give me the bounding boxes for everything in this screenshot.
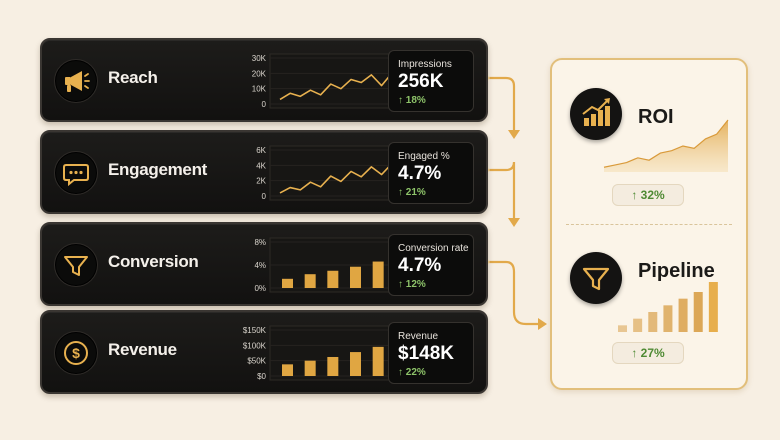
y-tick-label: $0 <box>257 372 266 381</box>
stage-label: Reach <box>108 68 158 87</box>
bar <box>708 282 718 332</box>
stage-card-conversion: Conversion 8% 4% 0% Conversion rate 4.7% ↑… <box>40 222 488 306</box>
bar <box>350 352 361 376</box>
bar <box>350 266 361 288</box>
connector-conversion <box>484 260 542 326</box>
funnel-icon <box>570 252 622 304</box>
bar <box>327 356 339 376</box>
chat-bubble-icon <box>54 151 98 195</box>
metric-value: 4.7% <box>398 163 442 184</box>
stage-card-revenue: $ Revenue $150K $100K $50K $0 Revenue $148K… <box>40 310 488 394</box>
metric-label: Engaged % <box>398 151 450 162</box>
y-tick-label: 0% <box>254 284 266 293</box>
outcome-change-pipeline: ↑ 27% <box>612 342 684 364</box>
y-tick-label: 6K <box>256 146 266 155</box>
metric-box-engagement: Engaged % 4.7% ↑ 21% <box>388 142 474 204</box>
stage-card-reach: Reach 30K 20K 10K 0 Impressions 256K ↑ 18% <box>40 38 488 122</box>
metric-label: Impressions <box>398 59 452 70</box>
bar <box>372 261 384 288</box>
metric-box-reach: Impressions 256K ↑ 18% <box>388 50 474 112</box>
svg-text:$: $ <box>72 345 80 361</box>
metric-label: Conversion rate <box>398 243 469 254</box>
metric-change: ↑ 22% <box>398 367 426 378</box>
y-tick-label: $150K <box>243 326 267 335</box>
bar <box>648 312 658 332</box>
arrowhead-2 <box>508 218 520 227</box>
bar <box>678 298 688 332</box>
stage-label: Revenue <box>108 340 177 359</box>
funnel-icon <box>54 243 98 287</box>
y-tick-label: 0 <box>262 192 267 201</box>
outcome-chart-pipeline <box>618 282 718 332</box>
area-line <box>603 119 729 168</box>
y-tick-label: 20K <box>252 69 267 78</box>
stage-label: Engagement <box>108 160 208 179</box>
bar <box>282 278 293 288</box>
arrowhead-3 <box>538 318 547 330</box>
y-tick-label: $50K <box>247 357 266 366</box>
stage-card-engagement: Engagement 6K 4K 2K 0 Engaged % 4.7% ↑ 21% <box>40 130 488 214</box>
bar-trend-icon <box>570 88 622 140</box>
metric-value: 256K <box>398 71 444 92</box>
outcome-panel: ROI ↑ 32% Pipeline ↑ 27% <box>550 58 748 390</box>
y-tick-label: 2K <box>256 177 266 186</box>
y-tick-label: 4% <box>254 261 266 270</box>
bar <box>693 292 703 332</box>
y-tick-label: 30K <box>252 54 267 63</box>
y-tick-label: 8% <box>254 238 266 247</box>
area-fill <box>604 120 728 172</box>
metric-value: $148K <box>398 343 454 364</box>
outcome-chart-roi <box>603 119 729 172</box>
connector-engagement <box>484 161 516 222</box>
y-tick-label: 0 <box>262 100 267 109</box>
bar <box>304 360 316 376</box>
bar <box>663 305 673 332</box>
bar <box>633 318 643 332</box>
panel-divider <box>566 224 732 225</box>
y-tick-label: $100K <box>243 341 267 350</box>
bar <box>327 270 339 288</box>
outcome-title-roi: ROI <box>638 106 674 128</box>
metric-box-revenue: Revenue $148K ↑ 22% <box>388 322 474 384</box>
arrowhead-1 <box>508 130 520 139</box>
metric-change: ↑ 21% <box>398 187 426 198</box>
outcome-title-pipeline: Pipeline <box>638 260 715 282</box>
bar <box>618 325 627 332</box>
metric-value: 4.7% <box>398 255 442 276</box>
metric-change: ↑ 18% <box>398 95 426 106</box>
metric-label: Revenue <box>398 331 439 342</box>
megaphone-icon <box>54 59 98 103</box>
bar <box>372 346 384 376</box>
stage-label: Conversion <box>108 252 199 271</box>
dollar-coin-icon: $ <box>54 331 98 375</box>
bar <box>282 364 293 376</box>
metric-change: ↑ 12% <box>398 279 426 290</box>
bar <box>304 274 316 288</box>
outcome-change-roi: ↑ 32% <box>612 184 684 206</box>
y-tick-label: 4K <box>256 161 266 170</box>
metric-box-conversion: Conversion rate 4.7% ↑ 12% <box>388 234 474 296</box>
connector-reach <box>484 76 516 134</box>
y-tick-label: 10K <box>252 85 267 94</box>
